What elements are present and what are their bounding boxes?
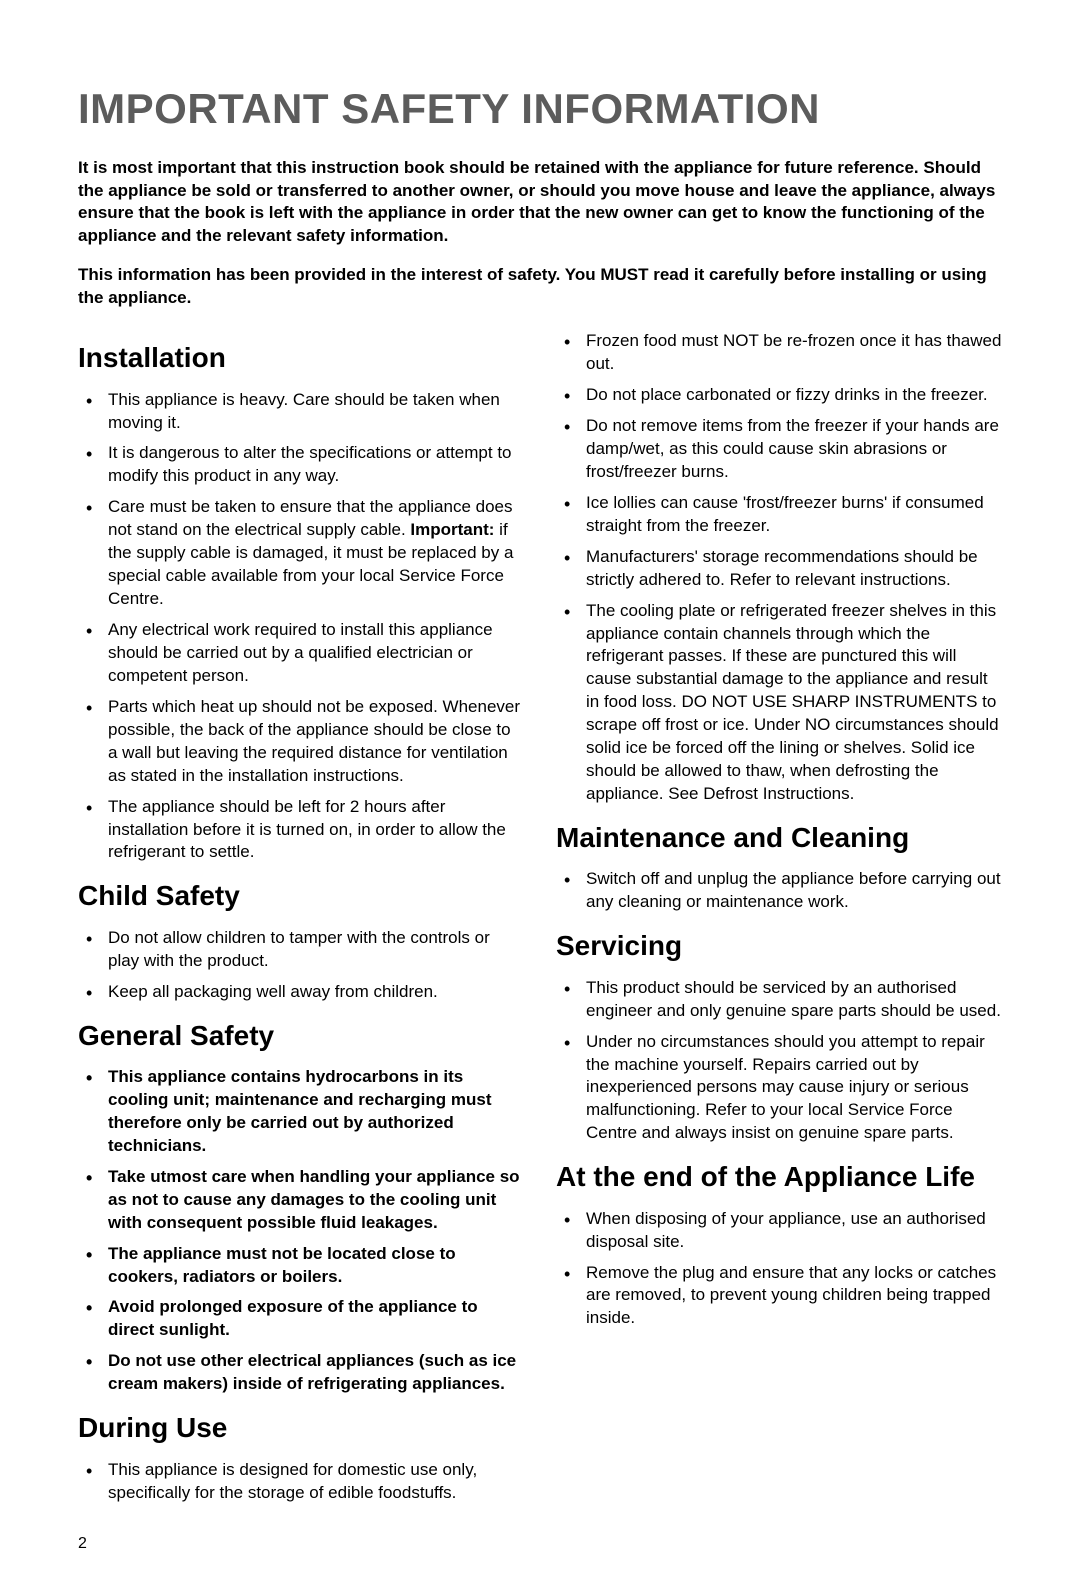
right-column: Frozen food must NOT be re-frozen once i… (556, 326, 1002, 1555)
left-column: Installation This appliance is heavy. Ca… (78, 326, 524, 1555)
list-item: The appliance should be left for 2 hours… (78, 796, 524, 865)
maintenance-list: Switch off and unplug the appliance befo… (556, 868, 1002, 914)
general-safety-list: This appliance contains hydrocarbons in … (78, 1066, 524, 1396)
installation-heading: Installation (78, 340, 524, 376)
list-item: Parts which heat up should not be expose… (78, 696, 524, 788)
list-item: The cooling plate or refrigerated freeze… (556, 600, 1002, 806)
list-item: Keep all packaging well away from childr… (78, 981, 524, 1004)
list-item: Ice lollies can cause 'frost/freezer bur… (556, 492, 1002, 538)
general-safety-heading: General Safety (78, 1018, 524, 1054)
page-title: IMPORTANT SAFETY INFORMATION (78, 82, 1002, 137)
list-item: Under no circumstances should you attemp… (556, 1031, 1002, 1146)
list-item: This appliance is designed for domestic … (78, 1459, 524, 1505)
list-item: Frozen food must NOT be re-frozen once i… (556, 330, 1002, 376)
list-item: When disposing of your appliance, use an… (556, 1208, 1002, 1254)
servicing-list: This product should be serviced by an au… (556, 977, 1002, 1146)
list-item: Do not use other electrical appliances (… (78, 1350, 524, 1396)
end-of-life-heading: At the end of the Appliance Life (556, 1159, 1002, 1195)
list-item: Do not remove items from the freezer if … (556, 415, 1002, 484)
list-item: Manufacturers' storage recommendations s… (556, 546, 1002, 592)
list-item: Switch off and unplug the appliance befo… (556, 868, 1002, 914)
list-item: This product should be serviced by an au… (556, 977, 1002, 1023)
intro-paragraph-1: It is most important that this instructi… (78, 157, 1002, 249)
list-item: This appliance contains hydrocarbons in … (78, 1066, 524, 1158)
intro-paragraph-2: This information has been provided in th… (78, 264, 1002, 310)
two-column-layout: Installation This appliance is heavy. Ca… (78, 326, 1002, 1555)
list-item: It is dangerous to alter the specificati… (78, 442, 524, 488)
child-safety-list: Do not allow children to tamper with the… (78, 927, 524, 1004)
end-of-life-list: When disposing of your appliance, use an… (556, 1208, 1002, 1331)
list-item: Remove the plug and ensure that any lock… (556, 1262, 1002, 1331)
list-item: This appliance is heavy. Care should be … (78, 389, 524, 435)
during-use-heading: During Use (78, 1410, 524, 1446)
list-item: Any electrical work required to install … (78, 619, 524, 688)
list-item: Care must be taken to ensure that the ap… (78, 496, 524, 611)
list-item: Do not allow children to tamper with the… (78, 927, 524, 973)
list-item: The appliance must not be located close … (78, 1243, 524, 1289)
list-item: Avoid prolonged exposure of the applianc… (78, 1296, 524, 1342)
list-item: Take utmost care when handling your appl… (78, 1166, 524, 1235)
during-use-continued-list: Frozen food must NOT be re-frozen once i… (556, 330, 1002, 806)
page-number: 2 (78, 1534, 524, 1555)
child-safety-heading: Child Safety (78, 878, 524, 914)
servicing-heading: Servicing (556, 928, 1002, 964)
maintenance-heading: Maintenance and Cleaning (556, 820, 1002, 856)
list-item: Do not place carbonated or fizzy drinks … (556, 384, 1002, 407)
installation-list: This appliance is heavy. Care should be … (78, 389, 524, 865)
during-use-list: This appliance is designed for domestic … (78, 1459, 524, 1505)
